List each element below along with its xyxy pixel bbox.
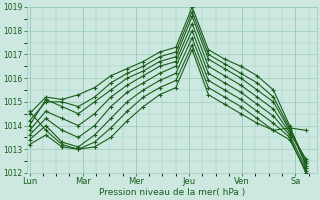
X-axis label: Pression niveau de la mer( hPa ): Pression niveau de la mer( hPa ): [99, 188, 245, 197]
